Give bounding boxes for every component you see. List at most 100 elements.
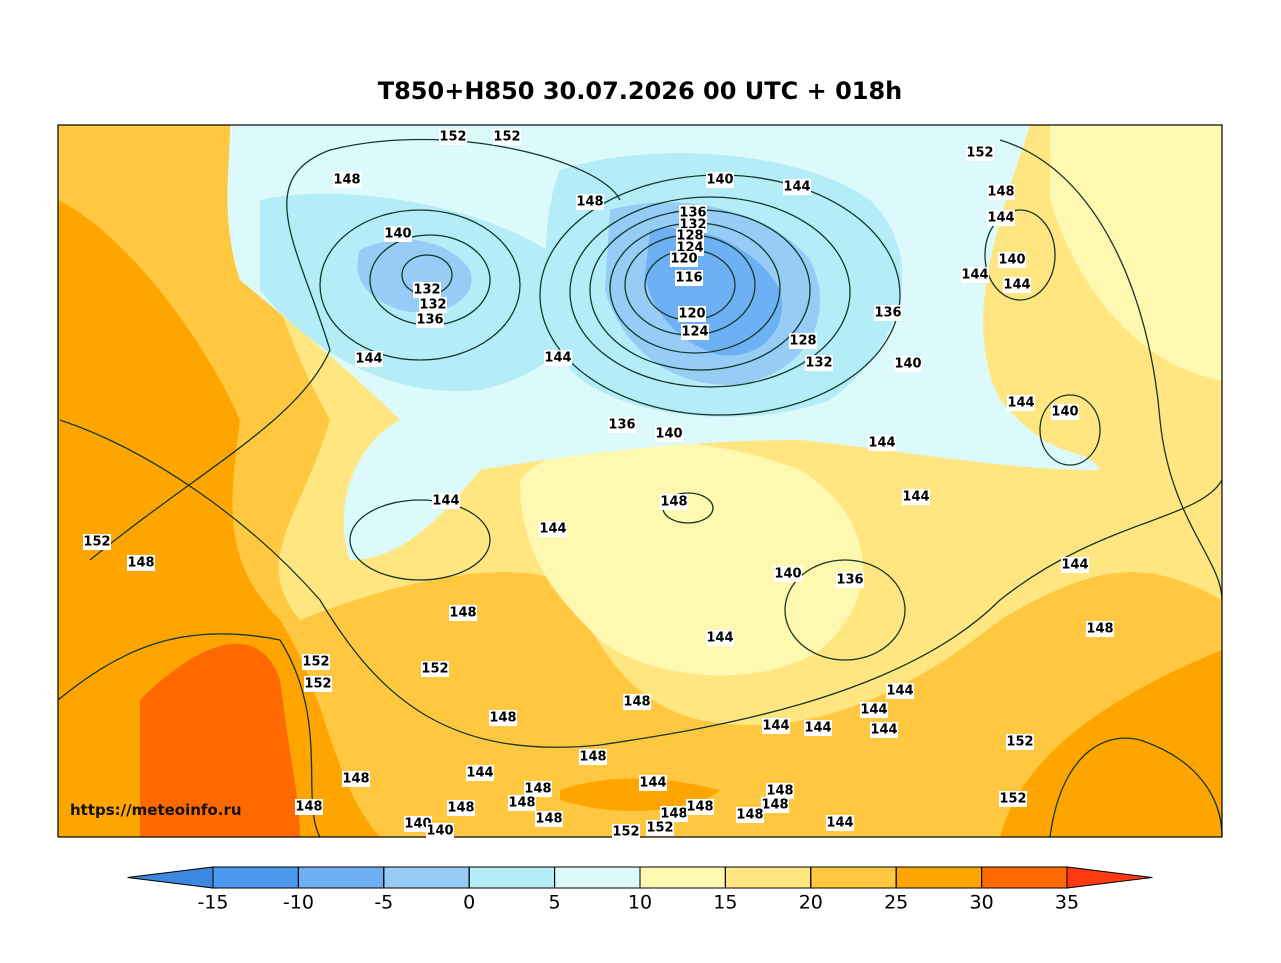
label-background (127, 555, 155, 571)
contour-label: 144 (902, 490, 929, 505)
label-background (447, 800, 475, 816)
temperature-region (58, 125, 1222, 837)
label-background (966, 145, 994, 161)
label-background (416, 312, 444, 328)
label-background (736, 807, 764, 823)
contour-label: 116 (675, 271, 702, 286)
contour-label: 148 (576, 195, 603, 210)
label-background (355, 351, 383, 367)
label-background (439, 129, 467, 145)
label-background (706, 172, 734, 188)
label-background (783, 179, 811, 195)
colorbar-tick-label: 0 (463, 892, 475, 914)
contour-label: 148 (449, 606, 476, 621)
contour-label: 152 (439, 130, 466, 145)
label-background (466, 765, 494, 781)
label-background (539, 521, 567, 537)
contour-label: 136 (608, 418, 635, 433)
colorbar: -15 -10 -5 0 5 10 15 20 25 30 35 (127, 866, 1153, 914)
colorbar-segment (212, 866, 299, 889)
colorbar-segment (981, 866, 1068, 889)
contour-label: 144 (466, 766, 493, 781)
contour-label: 144 (860, 703, 887, 718)
contour-line (319, 209, 521, 361)
colorbar-tick-label: -15 (197, 892, 228, 914)
contour-label: 140 (706, 173, 733, 188)
contour-label: 124 (681, 325, 708, 340)
contour-line (58, 633, 321, 837)
contour-line (999, 139, 1222, 601)
label-background (766, 783, 794, 799)
temperature-region (1000, 650, 1222, 837)
contour-label: 148 (761, 798, 788, 813)
contour-label: 136 (416, 313, 443, 328)
temperature-region (58, 200, 380, 837)
label-background (576, 194, 604, 210)
contour-label: 148 (1086, 622, 1113, 637)
label-background (902, 489, 930, 505)
contour-label: 144 (544, 351, 571, 366)
contour-label: 140 (1051, 405, 1078, 420)
contour-label: 148 (660, 807, 687, 822)
label-background (655, 426, 683, 442)
contour-label: 144 (706, 631, 733, 646)
contour-line (984, 209, 1056, 301)
contour-label: 140 (384, 227, 411, 242)
contour-line (89, 138, 621, 561)
label-background (868, 435, 896, 451)
contour-label: 144 (987, 211, 1014, 226)
contour-label: 152 (302, 655, 329, 670)
label-background (1007, 395, 1035, 411)
contour-label: 152 (612, 825, 639, 840)
contour-label: 136 (836, 573, 863, 588)
contour-label: 152 (966, 146, 993, 161)
label-background (686, 799, 714, 815)
contour-line (569, 196, 851, 388)
label-background (870, 722, 898, 738)
colorbar-segment (554, 866, 641, 889)
temperature-region (140, 643, 300, 837)
label-background (508, 795, 536, 811)
label-background (961, 267, 989, 283)
contour-label: 140 (774, 567, 801, 582)
contour-label: 148 (660, 495, 687, 510)
label-background (333, 172, 361, 188)
contour-label: 144 (355, 352, 382, 367)
label-background (421, 661, 449, 677)
label-background (894, 356, 922, 372)
contour-label: 136 (874, 306, 901, 321)
contour-label: 148 (686, 800, 713, 815)
label-background (342, 771, 370, 787)
contour-label: 148 (987, 185, 1014, 200)
label-background (987, 184, 1015, 200)
colorbar-tick-label: 35 (1055, 892, 1079, 914)
label-background (404, 816, 432, 832)
contour-label: 152 (493, 130, 520, 145)
colorbar-tick-label: 20 (799, 892, 823, 914)
contour-label: 144 (762, 719, 789, 734)
contour-label: 152 (421, 662, 448, 677)
label-background (998, 252, 1026, 268)
contour-label: 144 (1061, 558, 1088, 573)
contour-label: 140 (426, 824, 453, 839)
contour-label: 140 (998, 253, 1025, 268)
contour-label: 148 (524, 782, 551, 797)
contour-label: 148 (579, 750, 606, 765)
label-background (999, 791, 1027, 807)
label-background (419, 297, 447, 313)
contour-label: 128 (676, 229, 703, 244)
contour-label: 152 (646, 821, 673, 836)
label-background (762, 718, 790, 734)
contour-label: 144 (886, 684, 913, 699)
label-background (789, 333, 817, 349)
contour-label: 148 (508, 796, 535, 811)
watermark: https://meteoinfo.ru (70, 801, 242, 819)
label-background (660, 494, 688, 510)
label-background (384, 226, 412, 242)
label-background (660, 806, 688, 822)
label-background (449, 605, 477, 621)
label-background (413, 282, 441, 298)
label-background (886, 683, 914, 699)
